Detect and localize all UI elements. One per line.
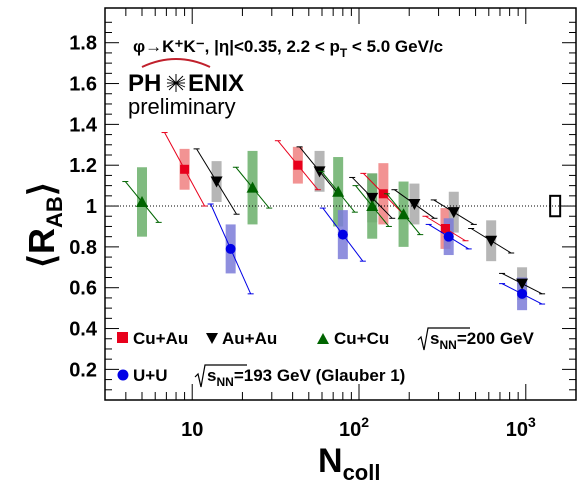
y-axis-title-sub: AB	[42, 196, 67, 228]
energy-value: =200 GeV	[457, 329, 535, 348]
x-tick-label: 102	[339, 414, 369, 441]
logo-star-icon	[141, 58, 211, 92]
x-tick-exponent: 2	[361, 414, 369, 430]
sqrt-sign-icon	[194, 364, 247, 388]
energy-s: s	[430, 329, 439, 348]
energy-s: s	[207, 366, 216, 385]
marker-cu-cu	[136, 195, 149, 207]
svg-text:sNN=193 GeV (Glauber 1): sNN=193 GeV (Glauber 1)	[207, 366, 405, 389]
marker-cu-cu	[366, 200, 379, 212]
energy-nn: NN	[439, 338, 456, 352]
y-axis-title: ⟨RAB⟩	[21, 182, 67, 268]
legend-label-u-u: U+U	[133, 366, 167, 385]
reaction-tail: < 5.0 GeV/c	[347, 37, 443, 56]
marker-cu-cu	[397, 208, 410, 220]
marker-cu-au	[180, 164, 190, 174]
energy-nn: NN	[216, 375, 233, 389]
y-tick-label: 1.8	[69, 33, 97, 55]
legend-label-au-au: Au+Au	[222, 329, 277, 348]
y-tick-label: 0.2	[69, 359, 97, 381]
marker-au-au	[366, 192, 379, 204]
svg-text:sNN=200 GeV: sNN=200 GeV	[430, 329, 535, 352]
x-axis-title-sub: coll	[343, 460, 381, 485]
y-tick-label: 1.6	[69, 74, 97, 96]
marker-u-u	[225, 243, 236, 254]
legend-energy-193: sNN=193 GeV (Glauber 1)	[194, 364, 405, 389]
marker-u-u	[517, 288, 528, 299]
legend-marker-au-au	[206, 333, 218, 344]
marker-cu-cu	[246, 181, 259, 193]
x-axis-title: Ncoll	[318, 442, 380, 485]
x-tick-label: 103	[506, 414, 536, 441]
marker-cu-cu	[332, 185, 345, 197]
marker-cu-au	[293, 160, 303, 170]
x-tick-exponent: 3	[528, 414, 536, 430]
reaction-annotation: φ→K⁺K⁻, |η|<0.35, 2.2 < pT < 5.0 GeV/c	[133, 37, 443, 60]
reaction-main: φ→K⁺K⁻, |η|<0.35, 2.2 < p	[133, 37, 340, 56]
plot-border	[104, 7, 577, 401]
y-axis-title-close: ⟩	[21, 182, 62, 196]
marker-au-au	[210, 176, 223, 188]
data-points	[122, 132, 546, 305]
logo-right: ENIX	[188, 70, 244, 97]
legend-label-cu-au: Cu+Au	[133, 329, 188, 348]
reaction-sub: T	[340, 46, 348, 60]
energy-value: =193 GeV (Glauber 1)	[234, 366, 406, 385]
y-tick-label: 0.8	[69, 237, 97, 259]
plot-frame	[104, 7, 577, 401]
marker-u-u	[443, 231, 454, 242]
logo-left: PH	[128, 70, 161, 97]
legend-marker-cu-au	[117, 332, 128, 343]
marker-au-au	[447, 207, 460, 219]
marker-au-au	[516, 278, 529, 290]
legend-marker-cu-cu	[317, 333, 329, 344]
marker-cu-au	[440, 224, 450, 233]
marker-au-au	[485, 235, 498, 247]
axes: 0.2 0.4 0.6 0.8 1 1.2 1.4 1.6 1.8 10 102 103	[69, 8, 577, 441]
marker-cu-au	[378, 189, 388, 199]
legend-label-cu-cu: Cu+Cu	[334, 329, 389, 348]
y-tick-label: 0.6	[69, 278, 97, 300]
marker-au-au	[408, 199, 421, 210]
y-axis-title-main: ⟨R	[21, 228, 62, 268]
y-tick-label: 1.2	[69, 155, 97, 177]
y-tick-label: 1.4	[69, 114, 98, 136]
x-tick-label: 10	[181, 419, 203, 441]
legend-energy-200: sNN=200 GeV	[417, 327, 535, 352]
sqrt-sign-icon	[417, 327, 470, 351]
x-axis-title-main: N	[318, 442, 343, 480]
global-uncertainty-box	[549, 194, 562, 218]
y-tick-label: 0.4	[69, 319, 98, 341]
marker-u-u	[337, 229, 348, 240]
phenix-logo: PH ENIX preliminary	[128, 58, 244, 119]
legend-marker-u-u	[117, 369, 129, 381]
preliminary-label: preliminary	[128, 94, 236, 119]
legend: Cu+Au Au+Au Cu+Cu sNN=200 GeV U+U sNN=19…	[117, 327, 535, 389]
y-tick-label: 1	[86, 196, 97, 218]
